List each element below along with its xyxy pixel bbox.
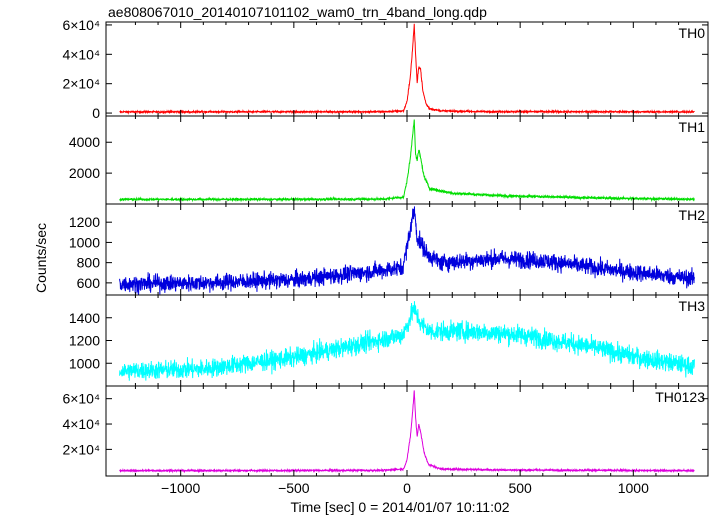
y-tick-label: 2×10⁴	[62, 76, 100, 92]
panel-label-th0: TH0	[679, 25, 706, 41]
y-tick-label: 6×10⁴	[62, 391, 100, 407]
y-tick-label: 1200	[69, 214, 100, 230]
x-tick-label: −1000	[161, 480, 201, 496]
series-line-th2	[119, 206, 695, 295]
x-tick-label: 500	[508, 480, 532, 496]
y-tick-label: 6×10⁴	[62, 17, 100, 33]
y-tick-label: 0	[92, 105, 100, 121]
y-tick-label: 4×10⁴	[62, 46, 100, 62]
panel-frame-th0123	[105, 385, 709, 477]
y-tick-label: 4000	[69, 134, 100, 150]
panel-label-th3: TH3	[679, 298, 706, 314]
panel-label-th1: TH1	[679, 119, 706, 135]
y-tick-label: 1400	[69, 310, 100, 326]
x-tick-label: 0	[403, 480, 411, 496]
y-tick-label: 600	[77, 275, 101, 291]
x-tick-label: 1000	[618, 480, 649, 496]
panel-label-th0123: TH0123	[655, 389, 705, 405]
y-tick-label: 2000	[69, 165, 100, 181]
series-line-th3	[119, 301, 695, 381]
panel-label-th2: TH2	[679, 207, 706, 223]
y-tick-label: 2×10⁴	[62, 441, 100, 457]
y-tick-label: 4×10⁴	[62, 416, 100, 432]
y-tick-label: 800	[77, 255, 101, 271]
x-tick-label: −500	[278, 480, 310, 496]
series-line-th0123	[119, 390, 695, 474]
y-tick-label: 1000	[69, 234, 100, 250]
series-line-th0	[119, 23, 695, 115]
panel-frame-th1	[105, 115, 709, 205]
panel-frame-th3	[105, 294, 709, 387]
series-line-th1	[119, 119, 695, 203]
chart-title: ae808067010_20140107101102_wam0_trn_4ban…	[108, 4, 487, 20]
x-axis-label: Time [sec] 0 = 2014/01/07 10:11:02	[290, 499, 509, 515]
y-tick-label: 1000	[69, 355, 100, 371]
y-tick-label: 1200	[69, 333, 100, 349]
y-axis-label: Counts/sec	[33, 223, 49, 293]
